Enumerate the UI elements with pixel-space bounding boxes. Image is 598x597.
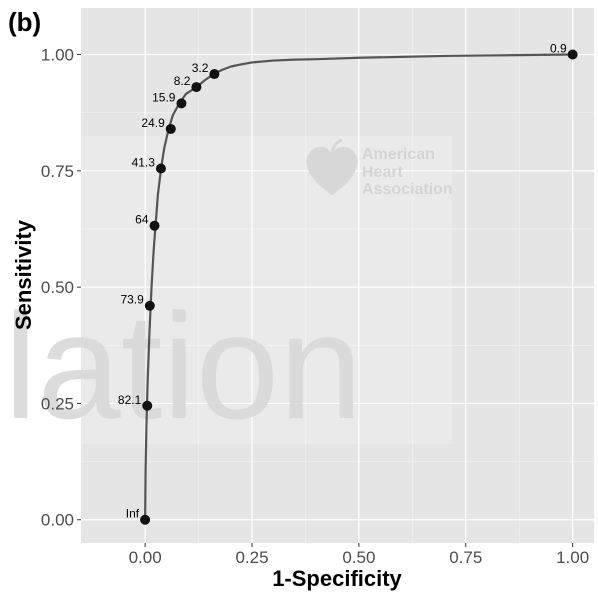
roc-point xyxy=(209,69,220,80)
roc-point-label: 82.1 xyxy=(118,393,142,407)
watermark-large-text: lation xyxy=(4,282,363,450)
roc-point xyxy=(165,123,176,134)
y-tick-label: 0.75 xyxy=(41,162,74,181)
watermark-brand-line2: Heart xyxy=(362,164,404,181)
watermark-brand-line1: American xyxy=(362,146,435,163)
roc-point-label: 73.9 xyxy=(120,293,144,307)
x-tick-label: 1.00 xyxy=(556,548,589,567)
roc-point xyxy=(140,514,151,525)
x-tick-label: 0.75 xyxy=(449,548,482,567)
roc-point xyxy=(144,300,155,311)
y-tick-label: 0.50 xyxy=(41,278,74,297)
roc-point-label: 41.3 xyxy=(132,156,156,170)
x-axis-ticks: 0.00 0.25 0.50 0.75 1.00 xyxy=(129,543,589,567)
roc-point-label: 0.9 xyxy=(550,42,567,56)
roc-point xyxy=(191,82,202,93)
watermark-brand-line3: Association xyxy=(362,181,453,198)
grid-minor xyxy=(81,8,594,543)
roc-point-label: 15.9 xyxy=(152,90,176,104)
roc-point xyxy=(567,49,578,60)
grid-major xyxy=(81,8,594,543)
x-tick-label: 0.00 xyxy=(129,548,162,567)
panel-tag: (b) xyxy=(8,7,41,37)
roc-point-label: 24.9 xyxy=(141,116,165,130)
watermark: lation American Heart Association xyxy=(0,136,453,450)
y-tick-label: 1.00 xyxy=(41,46,74,65)
y-axis-title: Sensitivity xyxy=(11,219,36,330)
roc-point-label: Inf xyxy=(126,507,140,521)
y-tick-label: 0.00 xyxy=(41,511,74,530)
heart-logo-icon xyxy=(306,138,358,195)
roc-points-layer: Inf 82.1 73.9 64 41.3 24.9 15.9 8.23.2 0.9 xyxy=(118,42,578,525)
watermark-band xyxy=(0,136,452,444)
roc-point xyxy=(155,163,166,174)
roc-point xyxy=(176,98,187,109)
y-tick-label: 0.25 xyxy=(41,394,74,413)
x-tick-label: 0.25 xyxy=(235,548,268,567)
plot-panel xyxy=(81,8,594,543)
roc-point xyxy=(142,400,153,411)
roc-point-label: 8.2 xyxy=(174,74,191,88)
roc-point-label: 3.2 xyxy=(192,61,209,75)
x-tick-label: 0.50 xyxy=(342,548,375,567)
roc-point-label: 64 xyxy=(135,213,149,227)
x-axis-title: 1-Specificity xyxy=(272,566,402,591)
roc-point xyxy=(149,220,160,231)
y-axis-ticks: 0.00 0.25 0.50 0.75 1.00 xyxy=(41,46,81,530)
